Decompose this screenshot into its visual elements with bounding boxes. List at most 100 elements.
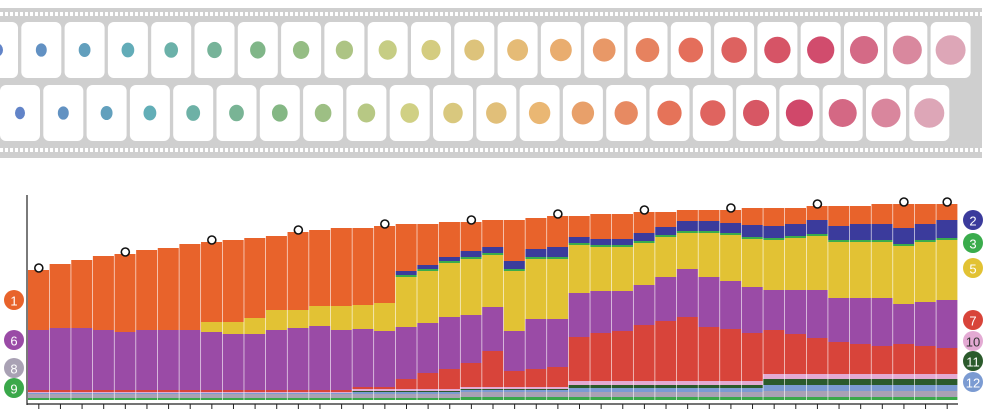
bar-segment (417, 271, 439, 323)
bar-segment (676, 397, 698, 400)
bar-segment (438, 369, 460, 389)
bar-segment (503, 269, 525, 271)
bar-segment (330, 392, 352, 393)
bar-segment (741, 392, 763, 397)
bar-segment (438, 398, 460, 400)
bar-segment (828, 391, 850, 397)
bar-segment (936, 300, 958, 348)
bar-segment (395, 224, 417, 271)
bar-segment (590, 291, 612, 333)
bar-segment (417, 392, 439, 394)
timepoint-marker (639, 205, 650, 215)
bar-segment (157, 392, 179, 393)
bar-segment (784, 334, 807, 374)
bar-segment (395, 392, 417, 394)
bar-segment (633, 397, 655, 400)
bar-segment (201, 394, 223, 398)
bar-segment (352, 228, 374, 305)
bar-segment (547, 390, 569, 392)
bar-segment (222, 393, 244, 394)
bar-segment (395, 379, 417, 389)
bar-segment (611, 331, 633, 381)
bar-segment (590, 388, 612, 392)
bar-segment (525, 397, 547, 400)
bar-segment (136, 330, 158, 390)
bar-segment (720, 210, 742, 223)
bar-segment (590, 239, 612, 245)
embryo-image (571, 101, 595, 125)
bar-segment (136, 250, 158, 330)
bar-segment (71, 393, 93, 394)
embryo-image (271, 104, 288, 122)
bar-segment (849, 240, 871, 242)
bar-segment (568, 385, 590, 388)
bar-segment (828, 298, 850, 342)
bar-segment (460, 397, 482, 400)
bar-segment (806, 234, 828, 236)
bar-segment (914, 204, 936, 224)
bar-segment (676, 317, 698, 381)
bar-segment (547, 259, 569, 319)
bar-segment (568, 337, 590, 381)
bar-segment (287, 398, 309, 400)
bar-segment (871, 397, 893, 400)
embryo-image (528, 101, 551, 125)
bar-segment (482, 389, 504, 390)
embryo-image (35, 43, 47, 57)
bar-segment (309, 393, 331, 394)
embryo-image (15, 106, 25, 120)
bar-segment (914, 397, 936, 400)
bar-segment (265, 390, 287, 392)
embryo-image (229, 104, 244, 122)
bar-segment (936, 204, 958, 220)
bar-segment (92, 394, 114, 398)
bar-segment (720, 397, 742, 400)
bar-segment (222, 334, 244, 390)
bar-segment (417, 323, 439, 373)
bar-segment (265, 236, 287, 310)
bar-segment (914, 240, 936, 242)
bar-segment (655, 227, 677, 235)
bar-segment (568, 237, 590, 243)
timepoint-marker (207, 235, 217, 245)
bar-segment (698, 397, 720, 400)
bar-segment (741, 287, 763, 333)
bar-segment (547, 387, 569, 389)
bar-segment (720, 388, 742, 392)
legend-label: 10 (966, 335, 980, 350)
bar-segment (547, 257, 569, 259)
embryo-image (592, 38, 616, 62)
bar-segment (71, 394, 93, 398)
bar-segment (720, 381, 742, 385)
embryo-image (164, 42, 179, 58)
bar-segment (849, 344, 871, 374)
bar-segment (374, 331, 396, 387)
bar-segment (676, 231, 698, 233)
bar-segment (914, 391, 936, 397)
bar-segment (460, 259, 482, 315)
bar-segment (482, 387, 504, 389)
bar-segment (568, 245, 590, 293)
bar-segment (503, 387, 525, 389)
embryo-image (785, 99, 813, 127)
bar-segment (720, 235, 742, 281)
bar-segment (763, 385, 785, 391)
bar-segment (136, 393, 158, 394)
bar-segment (201, 392, 223, 393)
bar-segment (265, 310, 287, 330)
bar-segment (849, 385, 871, 391)
bar-segment (352, 305, 374, 329)
bar-segment (849, 298, 871, 344)
embryo-image (378, 40, 397, 60)
embryo-image (292, 41, 310, 59)
bar-segment (503, 220, 525, 261)
legend-label: 8 (10, 362, 17, 377)
bar-segment (633, 212, 655, 233)
bar-segment (547, 216, 569, 247)
bar-segment (438, 263, 460, 317)
bar-segment (784, 385, 807, 391)
bar-segment (655, 212, 677, 227)
bar-segment (460, 222, 482, 251)
